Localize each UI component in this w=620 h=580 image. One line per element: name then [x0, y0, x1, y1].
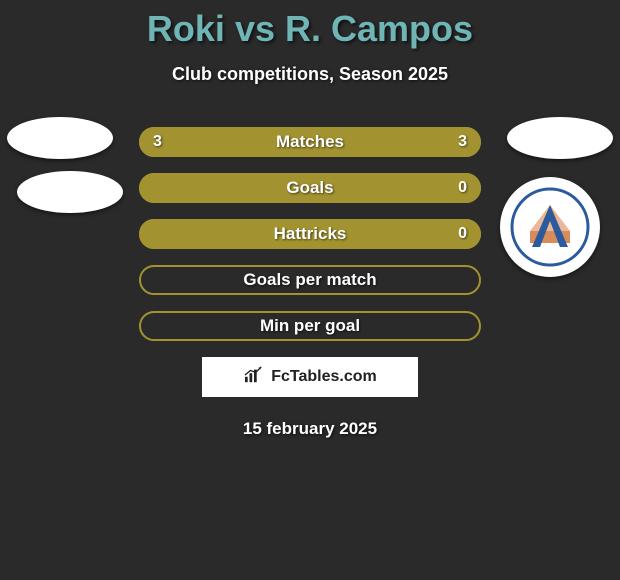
date-line: 15 february 2025: [0, 419, 620, 439]
player2-club-badge: [500, 177, 600, 277]
bar-right-value: 0: [458, 179, 467, 197]
vs-text: vs: [235, 8, 275, 49]
watermark: FcTables.com: [202, 357, 418, 397]
stats-area: 3 3 Matches 0 Goals 0 Hattricks Goals per match…: [0, 127, 620, 341]
stat-bar-hattricks: 0 Hattricks: [139, 219, 481, 249]
bar-label: Hattricks: [274, 224, 347, 244]
watermark-text: FcTables.com: [271, 368, 377, 386]
stat-bar-goals-per-match: Goals per match: [139, 265, 481, 295]
bar-left-value: 3: [153, 133, 162, 151]
stat-bar-matches: 3 3 Matches: [139, 127, 481, 157]
bar-right-value: 0: [458, 225, 467, 243]
subtitle: Club competitions, Season 2025: [0, 64, 620, 85]
stat-bar-min-per-goal: Min per goal: [139, 311, 481, 341]
bar-label: Goals per match: [243, 270, 376, 290]
bar-label: Min per goal: [260, 316, 360, 336]
player1-avatar-bottom: [17, 171, 123, 213]
player2-name: R. Campos: [285, 8, 473, 49]
comparison-title: Roki vs R. Campos: [0, 0, 620, 50]
chart-icon: [243, 366, 265, 389]
bar-right-value: 3: [458, 133, 467, 151]
stat-bar-goals: 0 Goals: [139, 173, 481, 203]
club-badge-graphic: [510, 187, 590, 267]
player1-name: Roki: [147, 8, 225, 49]
bar-label: Goals: [286, 178, 333, 198]
player2-avatar-top: [507, 117, 613, 159]
bar-label: Matches: [276, 132, 344, 152]
player1-avatar-top: [7, 117, 113, 159]
